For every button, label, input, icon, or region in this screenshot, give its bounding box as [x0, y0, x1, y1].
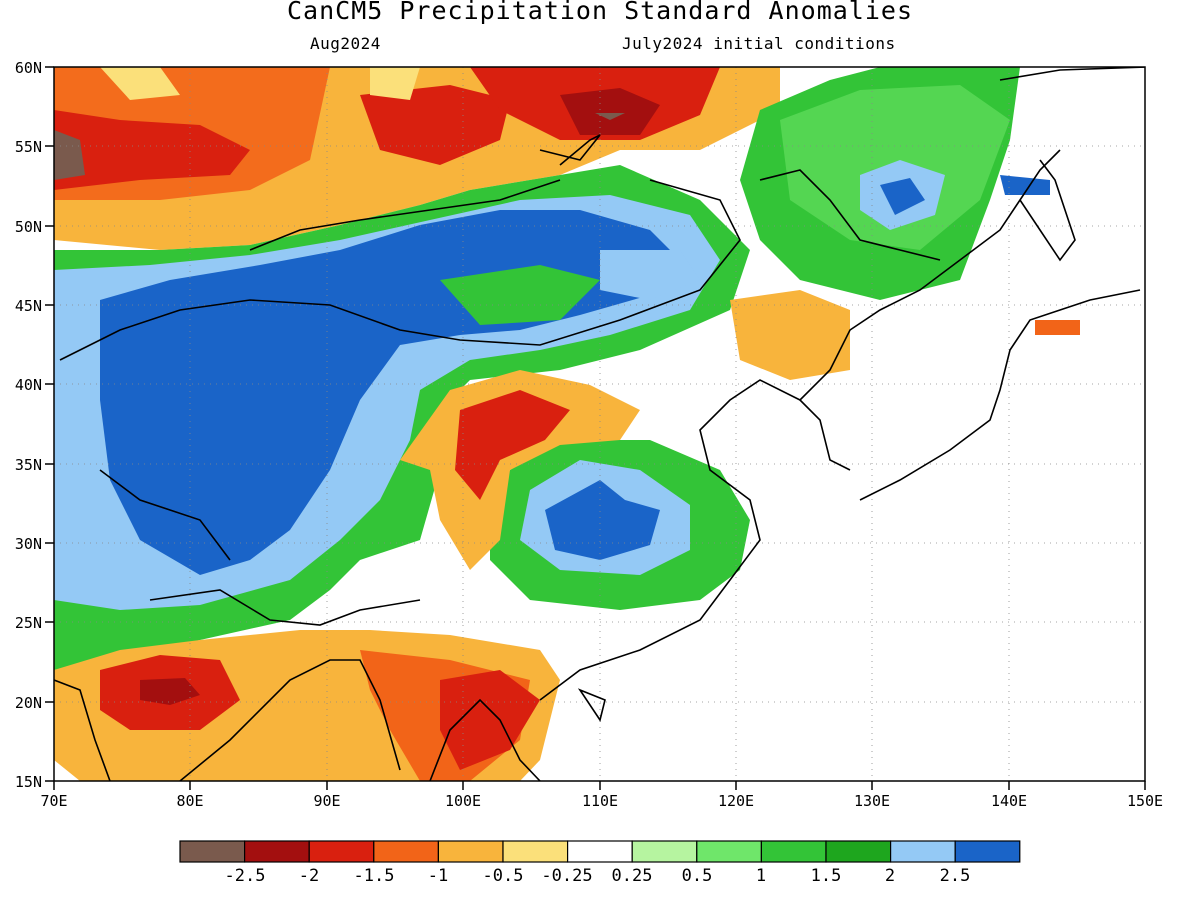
lat-label: 55N	[15, 138, 42, 156]
colorbar-swatch	[825, 840, 892, 863]
lon-label: 120E	[718, 792, 754, 810]
colorbar-tick-label: 2	[885, 866, 895, 886]
lon-label: 140E	[991, 792, 1027, 810]
colorbar-swatch	[179, 840, 246, 863]
colorbar-tick-label: -1	[428, 866, 448, 886]
colorbar-tick-label: -2	[299, 866, 319, 886]
colorbar-swatch	[437, 840, 504, 863]
lat-label: 50N	[15, 218, 42, 236]
lat-label: 60N	[15, 59, 42, 77]
lat-label: 20N	[15, 694, 42, 712]
lat-label: 25N	[15, 614, 42, 632]
colorbar-tick-label: -0.25	[541, 866, 592, 886]
longitude-labels: 70E 80E 90E 100E 110E 120E 130E 140E 150…	[40, 792, 1163, 810]
colorbar-swatch	[373, 840, 439, 863]
lon-label: 70E	[40, 792, 67, 810]
colorbar	[179, 840, 1021, 863]
colorbar-swatch	[566, 840, 633, 863]
latitude-labels: 60N 55N 50N 45N 40N 35N 30N 25N 20N 15N	[15, 59, 42, 791]
lon-label: 80E	[176, 792, 203, 810]
colorbar-swatch	[308, 840, 375, 863]
colorbar-swatch	[502, 840, 569, 863]
colorbar-swatch	[889, 840, 956, 863]
lat-label: 15N	[15, 773, 42, 791]
colorbar-swatch	[631, 840, 698, 863]
colorbar-swatch	[760, 840, 827, 863]
colorbar-swatch	[244, 840, 310, 863]
anomaly-field	[54, 67, 1080, 781]
colorbar-tick-label: 2.5	[940, 866, 971, 886]
initial-conditions: July2024 initial conditions	[622, 34, 896, 53]
colorbar-tick-label: -0.5	[483, 866, 524, 886]
colorbar-swatch	[696, 840, 762, 863]
map-title: CanCM5 Precipitation Standard Anomalies	[287, 0, 913, 25]
lon-label: 130E	[854, 792, 890, 810]
colorbar-swatch	[954, 840, 1021, 863]
lon-label: 100E	[445, 792, 481, 810]
lat-label: 35N	[15, 456, 42, 474]
axis-ticks	[45, 66, 1146, 790]
colorbar-tick-label: 1.5	[811, 866, 842, 886]
lat-label: 30N	[15, 535, 42, 553]
coastlines-borders	[54, 67, 1145, 781]
colorbar-tick-label: 0.5	[682, 866, 713, 886]
lon-label: 150E	[1127, 792, 1163, 810]
colorbar-tick-label: 0.25	[612, 866, 653, 886]
lon-label: 90E	[313, 792, 340, 810]
colorbar-tick-label: -2.5	[225, 866, 266, 886]
colorbar-labels: -2.5 -2 -1.5 -1 -0.5 -0.25 0.25 0.5 1 1.…	[225, 866, 971, 886]
lat-label: 40N	[15, 376, 42, 394]
forecast-month: Aug2024	[310, 34, 381, 53]
colorbar-tick-label: -1.5	[354, 866, 395, 886]
lat-label: 45N	[15, 297, 42, 315]
lon-label: 110E	[582, 792, 618, 810]
colorbar-tick-label: 1	[756, 866, 766, 886]
